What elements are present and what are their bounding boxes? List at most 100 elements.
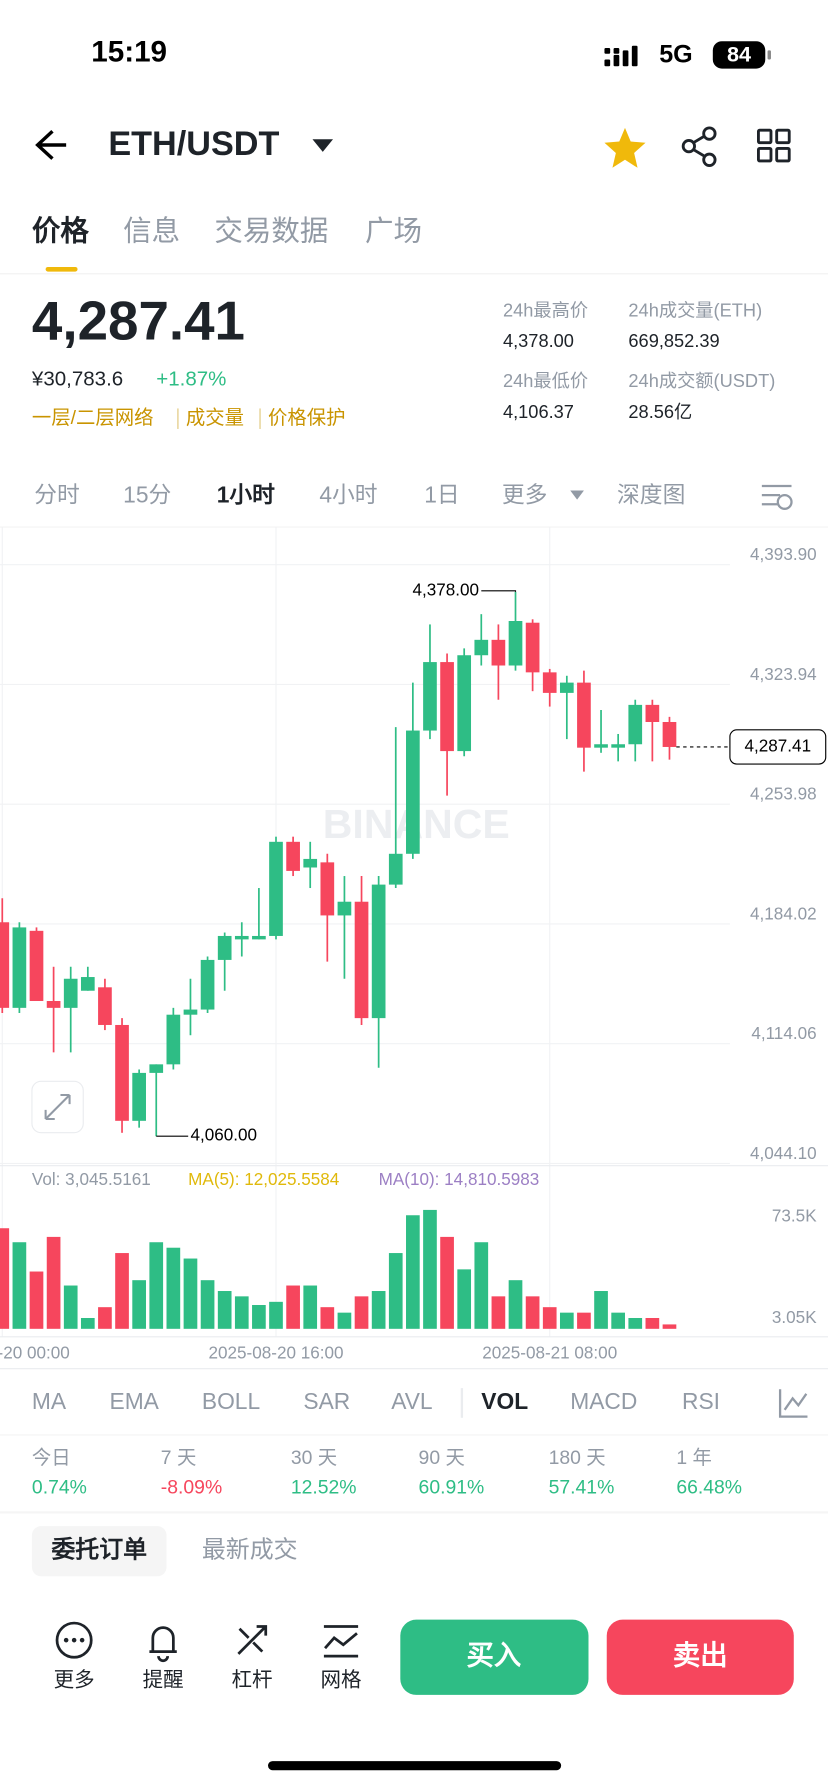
- indicator-settings[interactable]: [778, 1389, 808, 1418]
- return-label: 今日: [32, 1447, 71, 1469]
- buy-button[interactable]: [400, 1619, 589, 1695]
- candle-body: [594, 744, 608, 748]
- candle-body: [354, 901, 369, 1019]
- sell-button[interactable]: [606, 1619, 794, 1695]
- volume-bar: [388, 1253, 403, 1329]
- divider: [0, 1511, 828, 1514]
- candle-body: [628, 704, 643, 745]
- volume-bar: [80, 1317, 95, 1329]
- indicator[interactable]: RSI: [682, 1388, 720, 1414]
- expand-icon: [44, 1093, 71, 1120]
- candle-body: [80, 977, 95, 991]
- last-price: 4,287.41: [32, 290, 245, 352]
- stat-value: 669,852.39: [628, 330, 719, 351]
- volume-bar: [217, 1291, 232, 1329]
- volume-bar: [611, 1312, 625, 1329]
- interval[interactable]: 更多: [502, 481, 548, 507]
- volume-bar: [559, 1312, 574, 1329]
- volume-bar: [0, 1228, 10, 1329]
- pair-title[interactable]: ETH/USDT: [108, 125, 279, 163]
- action-label[interactable]: 提醒: [143, 1669, 184, 1692]
- share-icon[interactable]: [681, 126, 717, 167]
- volume-bar: [440, 1236, 454, 1329]
- tab[interactable]: 信息: [123, 215, 180, 247]
- action-label[interactable]: 杠杆: [232, 1669, 273, 1692]
- stat-label: 24h成交量(ETH): [628, 299, 762, 320]
- interval[interactable]: 1小时: [217, 481, 275, 507]
- order-tab[interactable]: 委托订单: [51, 1537, 147, 1564]
- signal-icon: [604, 45, 638, 67]
- candle-body: [29, 930, 44, 1002]
- volume-bar: [406, 1215, 420, 1329]
- max-annotation-line: [481, 590, 517, 592]
- cny-price: ¥30,783.6: [31, 367, 123, 390]
- indicator[interactable]: AVL: [391, 1388, 432, 1414]
- candle-body: [423, 662, 437, 731]
- candle-body: [474, 639, 489, 656]
- indicator[interactable]: MA: [32, 1388, 67, 1414]
- action-label[interactable]: 更多: [54, 1669, 95, 1692]
- volume-bar: [269, 1301, 283, 1329]
- volume-bar: [337, 1312, 352, 1329]
- candle-body: [217, 935, 232, 960]
- action-label[interactable]: 网格: [320, 1669, 362, 1692]
- interval[interactable]: 分时: [34, 481, 80, 507]
- last-price-label: 4,287.41: [745, 736, 812, 755]
- volume-bar: [577, 1312, 591, 1329]
- tab[interactable]: 价格: [32, 215, 90, 247]
- volume-legend: MA(10): 14,810.5983: [379, 1170, 540, 1189]
- y-tick-label: 4,114.06: [751, 1024, 816, 1043]
- battery: [712, 41, 766, 69]
- volume-bar: [303, 1285, 318, 1329]
- interval[interactable]: 4小时: [319, 481, 377, 507]
- chart-settings[interactable]: [761, 484, 793, 510]
- pair-dropdown[interactable]: [312, 139, 334, 152]
- order-tab[interactable]: 最新成交: [202, 1537, 298, 1564]
- return-label: 30 天: [291, 1447, 337, 1469]
- volume-bar: [166, 1247, 181, 1329]
- volume-bar: [320, 1307, 335, 1329]
- candle-body: [508, 621, 523, 666]
- indicator[interactable]: BOLL: [202, 1388, 260, 1414]
- candle-body: [63, 978, 78, 1008]
- price-tag: 成交量: [186, 407, 244, 429]
- last-price-box: [729, 729, 827, 765]
- candle-body: [611, 744, 625, 748]
- candle-body: [457, 655, 472, 752]
- indicator[interactable]: SAR: [303, 1388, 350, 1414]
- candle-body: [132, 1072, 146, 1121]
- y-tick-label: 4,393.90: [750, 545, 817, 564]
- x-tick-label: 2025-08-20 00:00: [0, 1343, 70, 1362]
- volume-bar: [628, 1317, 643, 1329]
- volume-bar: [132, 1280, 146, 1329]
- volume-bar: [525, 1296, 540, 1329]
- volume-legend: Vol: 3,045.5161: [32, 1170, 151, 1189]
- indicator[interactable]: EMA: [109, 1388, 159, 1414]
- favorite-star[interactable]: [604, 127, 646, 168]
- volume-bar: [12, 1242, 27, 1329]
- interval[interactable]: 深度图: [617, 481, 685, 507]
- candle-body: [645, 704, 660, 722]
- interval[interactable]: 1日: [424, 481, 459, 507]
- volume-legend: MA(5): 12,025.5584: [188, 1170, 339, 1189]
- tab[interactable]: 交易数据: [214, 215, 328, 247]
- return-label: 180 天: [549, 1447, 606, 1469]
- volume-bar: [542, 1307, 557, 1329]
- x-tick-label: 2025-08-20 16:00: [209, 1343, 344, 1362]
- volume-bar: [457, 1269, 472, 1329]
- volume-bar: [252, 1305, 266, 1329]
- more-dropdown[interactable]: [570, 490, 584, 500]
- grid-icon[interactable]: [757, 128, 791, 163]
- y-tick-label: 4,044.10: [750, 1144, 817, 1163]
- tab[interactable]: 广场: [365, 215, 422, 247]
- back-button[interactable]: [35, 130, 67, 160]
- volume-bar: [63, 1285, 78, 1329]
- candle-body: [525, 622, 540, 673]
- indicator[interactable]: VOL: [481, 1388, 528, 1414]
- indicator[interactable]: MACD: [570, 1388, 637, 1414]
- stat-value: 4,106.37: [503, 401, 574, 422]
- order-tab-active[interactable]: [31, 1526, 167, 1577]
- action-icons: [55, 1621, 359, 1663]
- interval[interactable]: 15分: [123, 481, 171, 507]
- stat-value: 28.56亿: [628, 401, 692, 422]
